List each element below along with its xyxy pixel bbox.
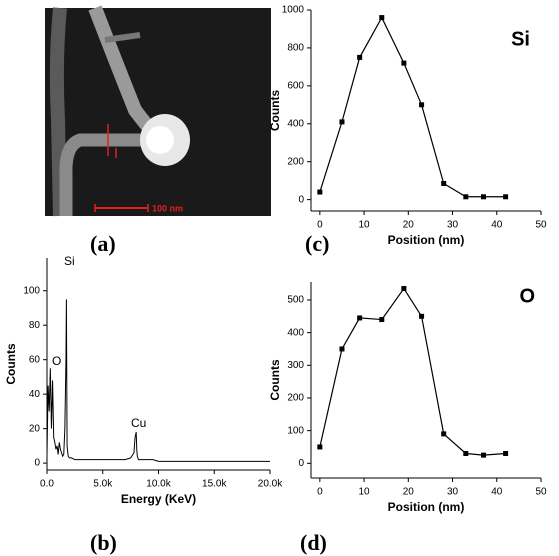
y-tick-label: 200 [287, 156, 304, 167]
y-tick-label: 400 [287, 327, 304, 338]
x-tick-label: 20.0k [258, 479, 283, 490]
x-tick-label: 20 [403, 220, 415, 231]
panel-label: (d) [300, 530, 327, 555]
y-tick-label: 800 [287, 43, 304, 54]
y-tick-label: 0 [298, 458, 304, 469]
nanowire [59, 133, 160, 216]
panel-label: (b) [90, 530, 117, 555]
marker [481, 194, 486, 200]
y-tick-label: 0 [298, 194, 304, 205]
y-tick-label: 20 [29, 423, 41, 434]
marker [463, 451, 469, 456]
y-tick-label: 100 [23, 285, 40, 296]
panel-label: (c) [305, 231, 329, 256]
series-line [46, 299, 270, 462]
x-tick-label: 10 [359, 487, 371, 498]
annotation: Cu [131, 416, 146, 430]
marker [401, 60, 407, 66]
micrograph: 100 nm (a) [45, 5, 271, 256]
y-tick-label: 40 [29, 389, 41, 400]
x-tick-label: 5.0k [93, 479, 113, 490]
marker [357, 54, 363, 60]
annotation: Si [64, 254, 75, 268]
y-tick-label: 80 [29, 320, 41, 331]
marker [503, 194, 509, 200]
x-tick-label: 30 [447, 220, 459, 231]
series-line [319, 287, 506, 456]
marker [419, 102, 425, 108]
x-tick-label: 50 [535, 220, 547, 231]
x-tick-label: 0 [317, 220, 323, 231]
y-tick-label: 400 [287, 118, 304, 129]
marker [463, 194, 469, 200]
x-tick-label: 0.0 [40, 479, 54, 490]
marker [481, 452, 486, 458]
annotation: O [519, 285, 535, 307]
marker [317, 189, 323, 195]
y-tick-label: 500 [287, 295, 304, 306]
series-line [319, 16, 506, 198]
y-axis-label: Counts [268, 359, 282, 401]
particle-core [146, 126, 174, 154]
scale-bar-label: 100 nm [152, 203, 183, 213]
y-tick-label: 600 [287, 80, 304, 91]
y-axis-label: Counts [268, 90, 282, 132]
marker [339, 346, 345, 352]
marker [379, 15, 385, 21]
nanowire [104, 32, 141, 43]
marker [503, 451, 509, 456]
marker [317, 444, 323, 450]
x-tick-label: 40 [491, 220, 503, 231]
annotation: O [52, 354, 61, 368]
y-tick-label: 100 [287, 425, 304, 436]
marker [339, 119, 345, 125]
y-tick-label: 60 [29, 354, 41, 365]
marker [357, 315, 363, 321]
annotation: Si [511, 28, 530, 50]
y-tick-label: 1000 [282, 5, 305, 16]
marker [401, 286, 407, 292]
x-tick-label: 15.0k [202, 479, 227, 490]
marker [379, 317, 385, 323]
marker [441, 181, 447, 187]
x-tick-label: 50 [535, 487, 547, 498]
x-tick-label: 40 [491, 487, 503, 498]
x-axis-label: Energy (KeV) [121, 492, 196, 506]
y-tick-label: 300 [287, 360, 304, 371]
marker [441, 431, 447, 437]
x-tick-label: 20 [403, 487, 415, 498]
y-tick-label: 0 [34, 458, 40, 469]
x-tick-label: 0 [317, 487, 323, 498]
marker [419, 313, 425, 319]
panel-label: (a) [90, 231, 116, 256]
x-tick-label: 10 [359, 220, 371, 231]
x-tick-label: 30 [447, 487, 459, 498]
image-background [45, 8, 271, 216]
nanowire [49, 7, 67, 217]
x-axis-label: Position (nm) [388, 500, 465, 514]
x-tick-label: 10.0k [146, 479, 171, 490]
y-axis-label: Counts [4, 343, 18, 385]
x-axis-label: Position (nm) [388, 233, 465, 247]
y-tick-label: 200 [287, 393, 304, 404]
